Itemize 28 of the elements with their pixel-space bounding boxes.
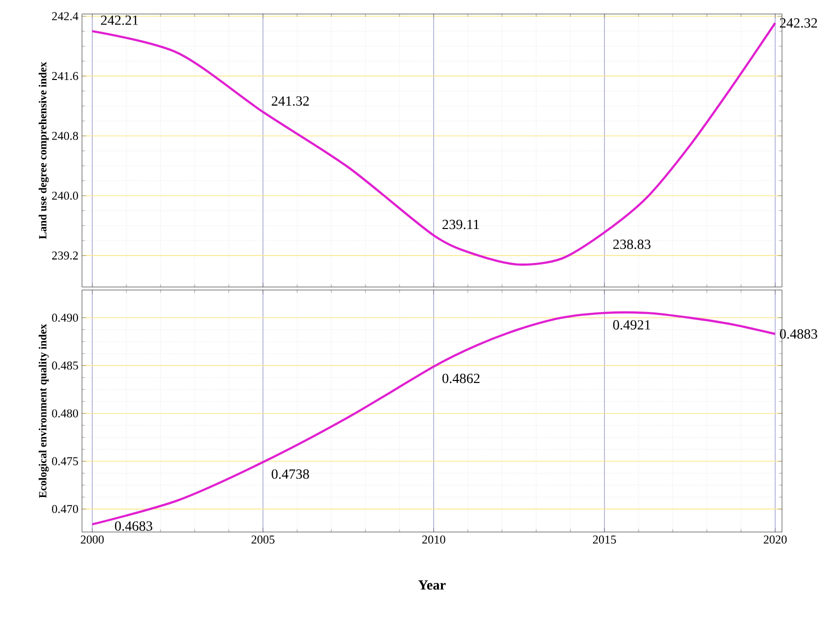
annotation: 241.32 bbox=[272, 96, 309, 106]
annotation: 242.32 bbox=[780, 18, 817, 28]
annotation: 242.21 bbox=[101, 16, 138, 25]
y-tick-label: 0.485 bbox=[52, 362, 78, 370]
x-tick-label: 2020 bbox=[764, 536, 787, 544]
y-tick-label: 240.8 bbox=[52, 132, 78, 140]
x-tick-label: 2015 bbox=[593, 536, 616, 544]
annotation: 0.4683 bbox=[114, 521, 152, 531]
y-axis-title: Ecological environment quality index bbox=[38, 324, 49, 498]
x-tick-label: 2005 bbox=[252, 536, 274, 544]
annotation: 238.83 bbox=[613, 240, 650, 250]
x-tick-label: 2010 bbox=[422, 536, 446, 544]
annotation: 0.4883 bbox=[780, 329, 818, 339]
annotation: 0.4921 bbox=[613, 320, 650, 330]
x-axis-title: Year bbox=[418, 580, 446, 590]
y-tick-label: 239.2 bbox=[52, 252, 78, 260]
y-tick-label: 242.4 bbox=[52, 12, 78, 20]
annotation: 0.4738 bbox=[272, 469, 309, 479]
y-tick-label: 241.6 bbox=[52, 72, 78, 80]
x-tick-label: 2000 bbox=[80, 536, 104, 544]
y-tick-label: 0.470 bbox=[52, 504, 78, 514]
y-tick-label: 240.0 bbox=[52, 192, 78, 200]
annotation: 239.11 bbox=[442, 220, 479, 230]
y-tick-label: 0.475 bbox=[52, 457, 78, 466]
annotation: 0.4862 bbox=[442, 374, 480, 384]
y-tick-label: 0.480 bbox=[52, 409, 78, 418]
y-tick-label: 0.490 bbox=[52, 314, 78, 322]
y-axis-title: Land use degree comprehensive index bbox=[38, 62, 49, 239]
